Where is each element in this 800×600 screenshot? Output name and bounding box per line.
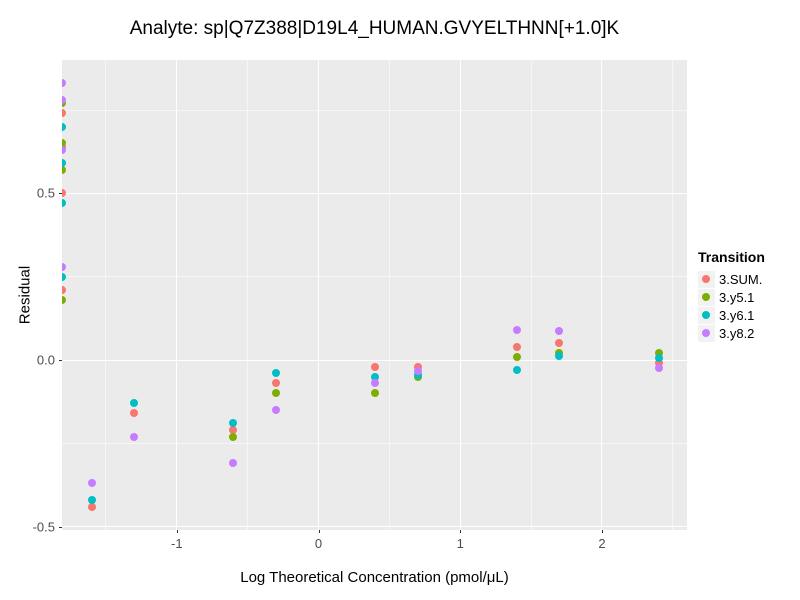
data-point <box>62 146 66 154</box>
minor-gridline-horizontal <box>62 442 687 444</box>
minor-gridline-vertical <box>672 60 674 530</box>
minor-gridline-horizontal <box>62 109 687 111</box>
data-point <box>654 359 663 368</box>
data-point <box>413 371 422 379</box>
legend-item: 3.y8.2 <box>698 324 765 342</box>
y-tick-label: 0.0 <box>36 352 55 368</box>
major-gridline-horizontal <box>62 359 687 361</box>
data-point <box>229 426 238 434</box>
x-tick-mark <box>318 530 320 533</box>
data-point <box>654 349 663 358</box>
data-point <box>62 189 66 198</box>
major-gridline-horizontal <box>62 526 687 528</box>
data-point <box>62 286 66 294</box>
y-tick-label: -0.5 <box>32 519 55 535</box>
data-point <box>62 79 66 88</box>
data-point <box>229 432 238 441</box>
data-point <box>229 459 238 468</box>
legend-point-icon <box>702 310 710 319</box>
data-point <box>87 496 96 504</box>
major-gridline-vertical <box>176 60 178 530</box>
data-point <box>512 326 521 334</box>
minor-gridline-vertical <box>247 60 249 530</box>
y-tick-mark <box>59 193 62 195</box>
y-tick-label: 0.5 <box>36 185 55 201</box>
data-point <box>62 159 66 168</box>
legend-label: 3.SUM. <box>719 271 763 287</box>
data-point <box>62 109 66 118</box>
data-point <box>654 364 663 372</box>
data-point <box>62 166 66 174</box>
data-point <box>130 399 139 408</box>
data-point <box>62 139 66 148</box>
legend-point-icon <box>702 328 710 337</box>
data-point <box>555 339 564 348</box>
data-point <box>130 409 139 418</box>
minor-gridline-vertical <box>105 60 107 530</box>
x-tick-mark <box>460 530 462 533</box>
legend-key <box>698 288 715 306</box>
data-point <box>654 354 663 363</box>
legend-item: 3.SUM. <box>698 270 765 288</box>
y-axis-title: Residual <box>16 265 34 325</box>
major-gridline-horizontal <box>62 192 687 194</box>
legend: Transition 3.SUM. 3.y5.1 3.y6.1 3.y8.2 <box>698 249 765 342</box>
minor-gridline-vertical <box>530 60 532 530</box>
legend-point-icon <box>702 292 710 301</box>
x-tick-label: 0 <box>314 536 323 551</box>
data-point <box>371 389 380 398</box>
legend-title: Transition <box>698 249 765 265</box>
data-point <box>555 351 564 360</box>
data-point <box>272 369 280 378</box>
data-point <box>229 419 238 428</box>
minor-gridline-horizontal <box>62 276 687 278</box>
data-point <box>62 262 66 271</box>
y-tick-mark <box>59 526 62 528</box>
x-tick-label: 2 <box>598 536 606 551</box>
data-point <box>272 406 280 414</box>
major-gridline-vertical <box>318 60 320 530</box>
plot-title: Analyte: sp|Q7Z388|D19L4_HUMAN.GVYELTHNN… <box>129 18 620 39</box>
minor-gridline-vertical <box>388 60 390 530</box>
data-point <box>371 379 380 388</box>
legend-items: 3.SUM. 3.y5.1 3.y6.1 3.y8.2 <box>698 270 765 342</box>
data-point <box>272 389 280 398</box>
data-point <box>272 379 280 388</box>
data-point <box>555 326 564 335</box>
x-tick-mark <box>176 530 178 533</box>
legend-item: 3.y6.1 <box>698 306 765 324</box>
data-point <box>130 432 139 441</box>
data-point <box>512 366 521 374</box>
legend-label: 3.y8.2 <box>719 325 755 341</box>
data-point <box>512 342 521 351</box>
major-gridline-vertical <box>601 60 603 530</box>
major-gridline-vertical <box>459 60 461 530</box>
x-tick-label: 1 <box>456 536 464 551</box>
legend-label: 3.y5.1 <box>719 289 755 305</box>
x-tick-label: -1 <box>171 536 183 551</box>
data-point <box>371 372 380 381</box>
data-point <box>62 122 66 131</box>
data-point <box>512 352 521 361</box>
y-tick-mark <box>59 360 62 361</box>
data-point <box>62 296 66 304</box>
data-point <box>371 362 380 371</box>
data-point <box>413 362 422 371</box>
data-point <box>62 199 66 208</box>
x-axis-title: Log Theoretical Concentration (pmol/μL) <box>240 569 509 586</box>
x-tick-mark <box>601 530 603 533</box>
data-point <box>87 479 96 488</box>
legend-key <box>698 324 715 342</box>
legend-key <box>698 270 715 288</box>
legend-key <box>698 306 715 324</box>
legend-point-icon <box>702 274 710 283</box>
data-point <box>413 367 422 375</box>
data-point <box>62 272 66 281</box>
legend-label: 3.y6.1 <box>719 307 755 323</box>
data-point <box>87 502 96 511</box>
data-point <box>62 96 66 104</box>
legend-item: 3.y5.1 <box>698 288 765 306</box>
plot-panel <box>62 60 687 530</box>
